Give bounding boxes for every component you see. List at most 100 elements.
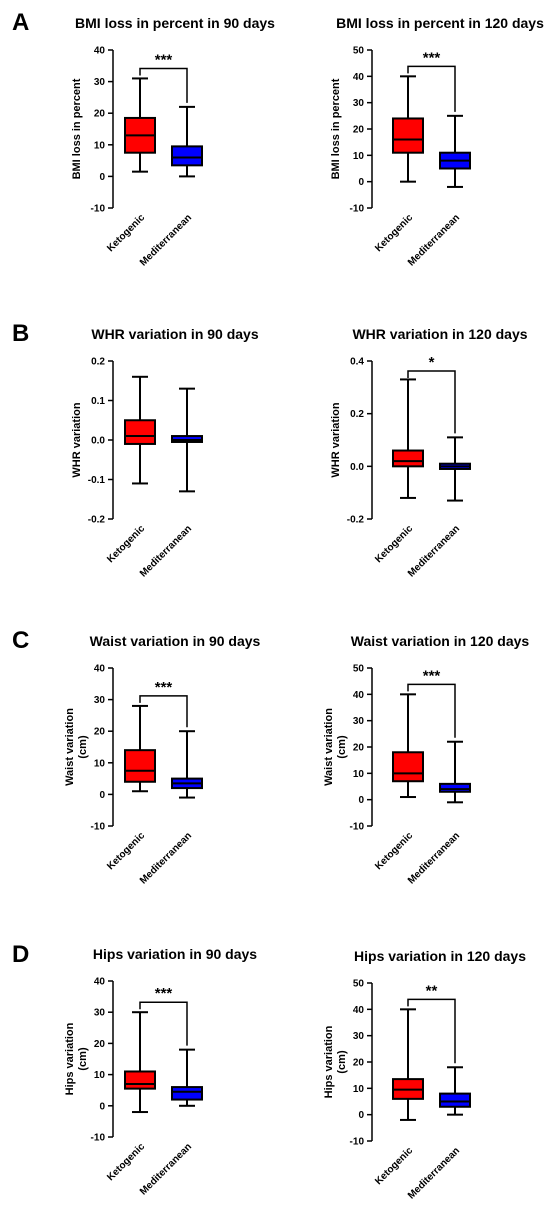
y-tick-label: 30 xyxy=(353,716,365,727)
significance-label: ** xyxy=(426,982,438,999)
significance-bracket xyxy=(139,695,188,728)
significance-bracket xyxy=(139,1001,188,1046)
y-tick-label: 0.1 xyxy=(91,396,105,407)
chart-title: Waist variation in 120 days xyxy=(351,633,530,649)
y-tick-label: 0.4 xyxy=(350,357,364,368)
y-tick-label: -10 xyxy=(350,822,365,833)
y-tick-label: 20 xyxy=(353,743,365,754)
y-tick-label: 20 xyxy=(94,727,106,738)
y-tick-label: -10 xyxy=(91,1133,106,1144)
y-tick-label: 40 xyxy=(353,1005,365,1016)
box-mediterranean xyxy=(439,1092,471,1108)
category-label: Ketogenic xyxy=(373,212,415,254)
y-tick-label: 0 xyxy=(358,795,364,806)
y-tick-label: 50 xyxy=(353,664,365,675)
significance-label: *** xyxy=(423,49,441,66)
y-tick-label: 40 xyxy=(94,664,106,675)
significance-bracket xyxy=(407,683,456,738)
y-tick-label: 30 xyxy=(94,1008,106,1019)
y-tick-label: 10 xyxy=(94,1070,106,1081)
chart-title: WHR variation in 120 days xyxy=(352,326,527,342)
box-ketogenic xyxy=(124,419,156,445)
box-ketogenic xyxy=(124,1070,156,1090)
panel-letter: C xyxy=(12,627,29,654)
y-tick-label: 10 xyxy=(94,758,106,769)
y-tick-label: 50 xyxy=(353,46,365,57)
y-tick-label: -10 xyxy=(350,1137,365,1148)
y-tick-label: 0.2 xyxy=(350,409,364,420)
y-axis-label: Hips variation xyxy=(323,1025,335,1098)
y-tick-label: 0 xyxy=(358,177,364,188)
significance-bracket xyxy=(139,67,188,103)
y-tick-label: 10 xyxy=(353,151,365,162)
y-tick-label: 30 xyxy=(353,1031,365,1042)
y-tick-label: -10 xyxy=(91,822,106,833)
y-axis-label: Waist variation xyxy=(323,708,335,786)
chart-title: BMI loss in percent in 120 days xyxy=(336,15,544,31)
category-label: Ketogenic xyxy=(105,212,147,254)
y-tick-label: -10 xyxy=(350,204,365,215)
significance-label: *** xyxy=(155,985,173,1002)
box-ketogenic xyxy=(392,117,424,154)
y-tick-label: 20 xyxy=(353,1058,365,1069)
box-ketogenic xyxy=(124,749,156,783)
category-label: Ketogenic xyxy=(373,523,415,565)
y-tick-label: 0.0 xyxy=(350,462,364,473)
category-label: Ketogenic xyxy=(105,523,147,565)
chart-title: Waist variation in 90 days xyxy=(90,633,261,649)
y-axis-label: WHR variation xyxy=(71,402,83,477)
chart-title: Hips variation in 90 days xyxy=(93,946,257,962)
y-tick-label: 30 xyxy=(94,695,106,706)
y-tick-label: -0.2 xyxy=(88,515,106,526)
box-ketogenic xyxy=(392,449,424,468)
chart-title: WHR variation in 90 days xyxy=(91,326,258,342)
significance-label: *** xyxy=(155,51,173,68)
y-tick-label: 40 xyxy=(353,72,365,83)
y-axis-label-unit: (cm) xyxy=(77,735,89,759)
category-label: Ketogenic xyxy=(373,830,415,872)
panel-letter: B xyxy=(12,320,29,347)
y-tick-label: 10 xyxy=(353,769,365,780)
box-mediterranean xyxy=(171,145,203,167)
chart-title: BMI loss in percent in 90 days xyxy=(75,15,275,31)
significance-bracket xyxy=(407,65,456,112)
category-label: Ketogenic xyxy=(105,1141,147,1183)
y-tick-label: 20 xyxy=(353,125,365,136)
box-mediterranean xyxy=(439,782,471,793)
y-tick-label: 10 xyxy=(353,1084,365,1095)
y-tick-label: 50 xyxy=(353,979,365,990)
y-tick-label: 30 xyxy=(353,98,365,109)
y-axis-label: BMI loss in percent xyxy=(330,78,342,179)
significance-bracket xyxy=(407,370,456,434)
y-tick-label: 10 xyxy=(94,140,106,151)
y-tick-label: -0.1 xyxy=(88,475,106,486)
y-axis-label: Hips variation xyxy=(64,1022,76,1095)
y-tick-label: -10 xyxy=(91,204,106,215)
significance-bracket xyxy=(407,998,456,1064)
y-tick-label: 40 xyxy=(94,977,106,988)
panel-letter: D xyxy=(12,941,29,968)
y-tick-label: 40 xyxy=(353,690,365,701)
category-label: Ketogenic xyxy=(105,830,147,872)
y-tick-label: 30 xyxy=(94,77,106,88)
significance-label: *** xyxy=(155,679,173,696)
y-tick-label: 0.2 xyxy=(91,357,105,368)
y-tick-label: 0.0 xyxy=(91,436,105,447)
y-tick-label: 20 xyxy=(94,1039,106,1050)
y-axis-label: BMI loss in percent xyxy=(71,78,83,179)
significance-label: * xyxy=(429,354,435,371)
y-tick-label: -0.2 xyxy=(347,515,365,526)
box-mediterranean xyxy=(171,1086,203,1101)
significance-label: *** xyxy=(423,667,441,684)
panel-letter: A xyxy=(12,9,29,36)
y-axis-label-unit: (cm) xyxy=(336,1050,348,1074)
y-tick-label: 0 xyxy=(99,790,105,801)
category-label: Ketogenic xyxy=(373,1145,415,1187)
box-ketogenic xyxy=(392,751,424,783)
y-axis-label-unit: (cm) xyxy=(336,735,348,759)
y-axis-label: WHR variation xyxy=(330,402,342,477)
y-tick-label: 40 xyxy=(94,46,106,57)
chart-title: Hips variation in 120 days xyxy=(354,948,526,964)
y-tick-label: 0 xyxy=(99,1101,105,1112)
